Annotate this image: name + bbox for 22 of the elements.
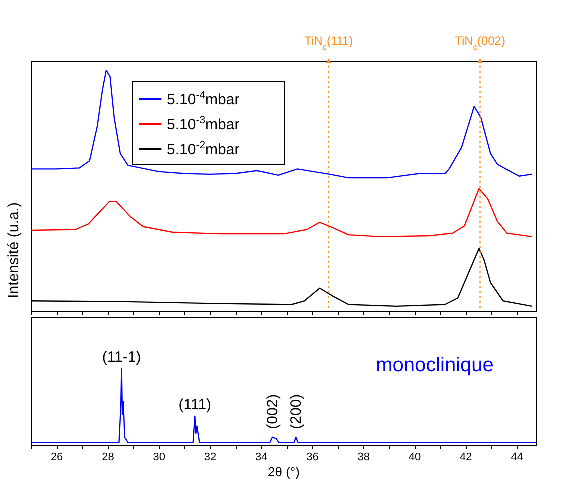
x-tick-label: 28 — [102, 452, 114, 464]
annotation: (11-1) — [102, 348, 142, 366]
x-tick-label: 32 — [204, 452, 217, 464]
x-tick-label: 42 — [460, 452, 472, 464]
ref-line-label: TiN$_{c}$(002) — [455, 34, 506, 52]
annotation: (111) — [178, 396, 212, 414]
x-tick-label: 26 — [50, 452, 64, 464]
x-tick-label: 34 — [256, 452, 268, 464]
legend-label: 5.10$^{-2}$mbar — [167, 140, 240, 158]
legend-label: 5.10$^{-4}$mbar — [167, 90, 240, 108]
legend-label: 5.10$^{-3}$mbar — [167, 114, 240, 134]
x-tick-label: 30 — [153, 452, 166, 464]
text: monoclinique — [376, 354, 494, 377]
x-tick-label: 36 — [306, 452, 319, 464]
x-axis-title: 2θ (°) — [268, 464, 300, 480]
ref-line-label: TiN$_{c}$(111) — [304, 34, 354, 52]
annotation: (200) — [288, 394, 306, 430]
y-axis-title: Intensité (u.a.) — [6, 202, 22, 298]
x-tick-label: 40 — [408, 452, 422, 464]
x-tick-label: 38 — [358, 452, 370, 464]
annotation: (002) — [264, 394, 282, 430]
x-tick-label: 44 — [511, 452, 524, 464]
